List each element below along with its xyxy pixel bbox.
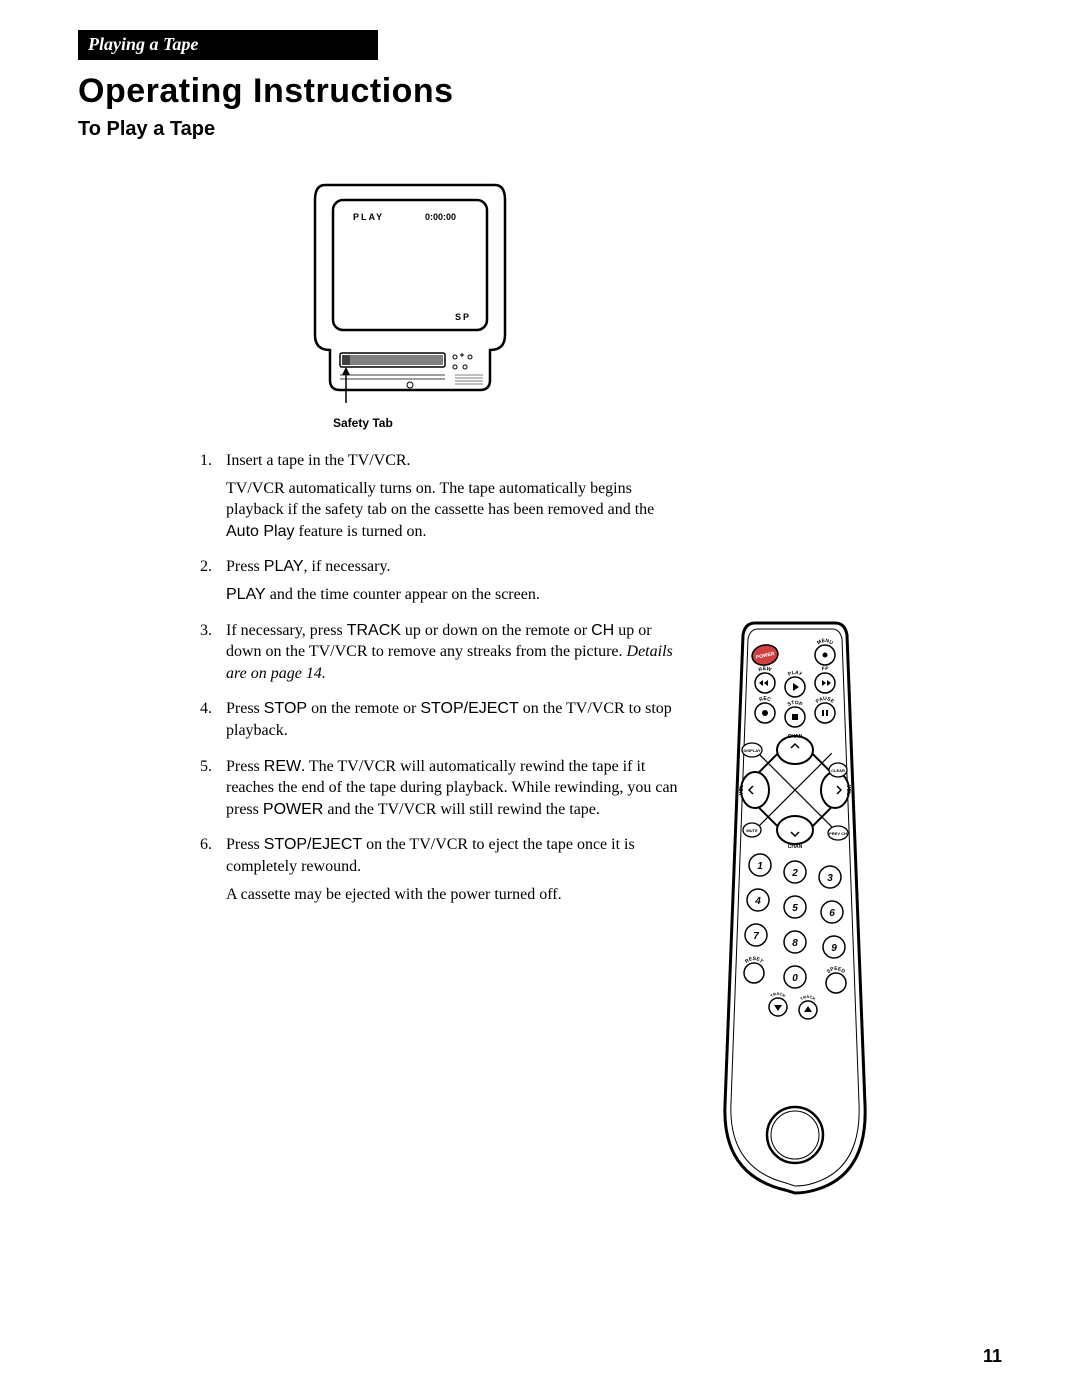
clear-button: CLEAR (829, 763, 847, 777)
svg-text:8: 8 (792, 938, 798, 949)
screen-play-text: PLAY (353, 212, 384, 222)
svg-text:PREV CH: PREV CH (829, 831, 847, 836)
svg-text:0: 0 (792, 973, 798, 984)
page-title: Operating Instructions (78, 72, 454, 111)
svg-text:6: 6 (829, 908, 835, 919)
section-tab: Playing a Tape (78, 30, 378, 60)
pause-button: PAUSE (815, 696, 836, 723)
play-button: PLAY (785, 670, 805, 697)
instruction-list: Insert a tape in the TV/VCR. TV/VCR auto… (200, 450, 680, 919)
svg-text:CHAN: CHAN (788, 844, 803, 850)
prevch-button: PREV CH (828, 826, 848, 840)
svg-text:5: 5 (792, 903, 798, 914)
svg-text:9: 9 (831, 943, 837, 954)
safety-tab-label: Safety Tab (333, 416, 515, 430)
svg-text:MUTE: MUTE (746, 828, 758, 833)
svg-text:VOL: VOL (845, 785, 851, 795)
track-down-button: TRACK (769, 991, 787, 1016)
speed-button: SPEED (826, 966, 847, 993)
page-number: 11 (983, 1346, 1002, 1367)
svg-text:7: 7 (753, 931, 759, 942)
reset-button: RESET (744, 956, 764, 983)
sub-title: To Play a Tape (78, 118, 215, 141)
step-2: Press PLAY, if necessary. PLAY and the t… (200, 556, 680, 605)
svg-text:3: 3 (827, 873, 833, 884)
step-6: Press STOP/EJECT on the TV/VCR to eject … (200, 834, 680, 905)
step-5: Press REW. The TV/VCR will automatically… (200, 756, 680, 821)
svg-text:CLEAR: CLEAR (831, 768, 845, 773)
menu-button: MENU (815, 638, 835, 665)
step-3: If necessary, press TRACK up or down on … (200, 620, 680, 685)
display-button: DISPLAY (742, 743, 762, 757)
stop-button: STOP (785, 700, 805, 727)
svg-text:DISPLAY: DISPLAY (744, 748, 761, 753)
svg-text:1: 1 (757, 861, 763, 872)
step-4: Press STOP on the remote or STOP/EJECT o… (200, 698, 680, 741)
mute-button: MUTE (743, 823, 761, 837)
step-1: Insert a tape in the TV/VCR. TV/VCR auto… (200, 450, 680, 542)
svg-text:CHAN: CHAN (788, 734, 803, 740)
svg-text:VOL: VOL (739, 785, 745, 795)
svg-text:2: 2 (791, 868, 798, 879)
screen-sp-text: SP (455, 312, 471, 322)
screen-time-text: 0:00:00 (425, 212, 456, 222)
svg-text:4: 4 (754, 896, 761, 907)
remote-illustration: .btn-lbl { font-family: Arial, Helvetica… (710, 615, 880, 1240)
track-up-button: TRACK (799, 994, 817, 1019)
tv-vcr-illustration: PLAY 0:00:00 SP Safety Tab (305, 175, 515, 430)
